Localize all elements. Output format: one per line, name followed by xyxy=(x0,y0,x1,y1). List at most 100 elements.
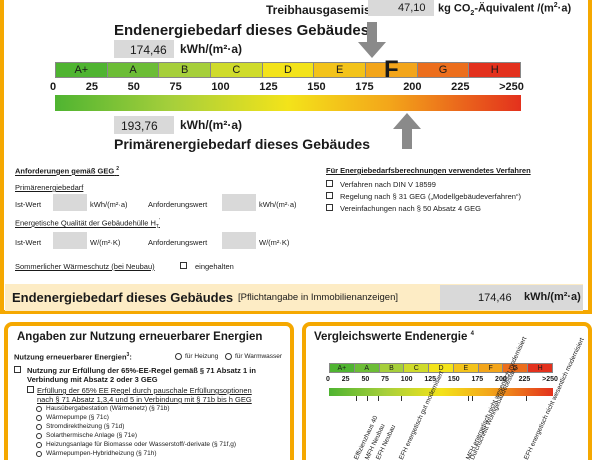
tick-label: >250 xyxy=(542,376,558,383)
renewables-title: Angaben zur Nutzung erneuerbarer Energie… xyxy=(17,331,263,343)
ghg-unit-sup: 2 xyxy=(553,2,558,9)
comparison-class-band: A+ A B C D E F G H xyxy=(329,363,553,373)
procedure-checkbox-din[interactable] xyxy=(326,180,333,187)
primary-energy-arrow-icon xyxy=(393,113,421,149)
efficiency-gradient-bar xyxy=(55,95,521,111)
primary-requirement-heading: Primärenergiebedarf xyxy=(15,183,84,192)
comparison-panel xyxy=(302,322,592,460)
comparison-tick-labels: 0 25 50 75 100 125 150 175 200 225 >250 xyxy=(326,376,558,383)
comparison-title-text: Vergleichswerte Endenergie xyxy=(314,331,468,343)
class-segment-h: H xyxy=(469,63,521,77)
envelope-req-unit: W/(m²·K) xyxy=(259,238,290,247)
ghg-unit-post: -Äquivalent /(m xyxy=(474,2,554,15)
class-segment-g: G xyxy=(417,63,470,77)
reference-tick xyxy=(366,396,368,401)
requirements-title-text: Anforderungen gemäß GEG xyxy=(15,166,115,176)
hot-water-radio-label: für Warmwasser xyxy=(235,353,283,360)
renewables-usage-label: Nutzung erneuerbarer Energien3: xyxy=(14,352,132,362)
renewable-option-radio[interactable] xyxy=(36,424,42,430)
envelope-heading: Energetische Qualität der Gebäudehülle H… xyxy=(15,218,160,230)
tick-label: 200 xyxy=(495,376,507,383)
energy-demand-panel xyxy=(0,0,592,314)
procedure-label-din: Verfahren nach DIN V 18599 xyxy=(340,180,436,189)
renewables-panel xyxy=(4,322,294,460)
class-segment-e: E xyxy=(453,364,479,372)
reference-tick xyxy=(355,396,357,401)
primary-req-value-box xyxy=(222,194,256,211)
fulfil-line2: nach § 71 Absatz 1,3,4 und 5 in Verbindu… xyxy=(37,395,252,404)
renewables-usage-sup: 3 xyxy=(126,352,130,358)
summer-protection-label: Sommerlicher Wärmeschutz (bei Neubau) xyxy=(15,262,155,271)
requirements-title: Anforderungen gemäß GEG 2 xyxy=(15,166,119,176)
reference-tick xyxy=(526,396,528,401)
primary-ist-label: Ist-Wert xyxy=(15,200,42,209)
heating-radio-label: für Heizung xyxy=(185,353,219,360)
primary-ist-value-box xyxy=(53,194,87,211)
renewables-usage-text: Nutzung erneuerbarer Energien xyxy=(14,352,127,362)
end-energy-value: 174,46 xyxy=(130,43,167,57)
summer-protection-checkbox[interactable] xyxy=(180,262,187,269)
tick-label: 225 xyxy=(518,376,531,383)
end-energy-title: Endenergiebedarf dieses Gebäudes xyxy=(114,22,370,39)
class-segment-a: A xyxy=(354,364,380,372)
comparison-gradient-bar xyxy=(329,388,553,396)
summary-title: Endenergiebedarf dieses Gebäudes xyxy=(12,290,234,305)
class-segment-c: C xyxy=(404,364,430,372)
rule-65-line2: Verbindung mit Absatz 2 oder 3 GEG xyxy=(27,375,158,384)
summary-unit: kWh/(m²·a) xyxy=(524,291,581,303)
envelope-heading-sup: ' xyxy=(158,218,160,224)
ghg-unit: kg CO2-Äquivalent /(m2·a) xyxy=(438,2,571,17)
renewable-option-label: Hausübergabestation (Wärmenetz) (§ 71b) xyxy=(46,405,170,412)
primary-ist-unit: kWh/(m²·a) xyxy=(90,200,128,209)
tick-label: 50 xyxy=(361,376,370,383)
primary-energy-value-box xyxy=(114,116,174,134)
fulfil-line1: Erfüllung der 65% EE Regel durch pauscha… xyxy=(37,386,252,395)
tick-label: 25 xyxy=(85,81,98,93)
envelope-req-label: Anforderungswert xyxy=(148,238,208,247)
tick-label: 150 xyxy=(307,81,326,93)
primary-energy-value: 193,76 xyxy=(121,119,158,133)
procedure-checkbox-50[interactable] xyxy=(326,204,333,211)
summary-value-box xyxy=(440,285,583,310)
envelope-heading-text: Energetische Qualität der Gebäudehülle H xyxy=(15,218,156,228)
ghg-value-box xyxy=(368,0,434,16)
primary-energy-title: Primärenergiebedarf dieses Gebäudes xyxy=(114,136,370,152)
rule-65-checkbox[interactable] xyxy=(14,366,21,373)
tick-label: >250 xyxy=(499,81,524,93)
procedure-checkbox-31[interactable] xyxy=(326,192,333,199)
fulfil-checkbox[interactable] xyxy=(27,386,34,393)
renewable-option-radio[interactable] xyxy=(36,415,42,421)
reference-tick xyxy=(378,396,380,401)
primary-req-label: Anforderungswert xyxy=(148,200,208,209)
renewable-option-label: Wärmepumpe (§ 71c) xyxy=(46,414,109,421)
tick-label: 75 xyxy=(169,81,182,93)
procedure-title: Für Energiebedarfsberechnungen verwendet… xyxy=(326,166,531,175)
heating-radio[interactable] xyxy=(175,353,182,360)
ghg-unit-sub: 2 xyxy=(470,9,475,17)
renewable-option-radio[interactable] xyxy=(36,406,42,412)
envelope-ist-label: Ist-Wert xyxy=(15,238,42,247)
tick-label: 100 xyxy=(211,81,230,93)
class-segment-a: A xyxy=(107,63,160,77)
class-segment-d: D xyxy=(429,364,454,372)
tick-label: 100 xyxy=(400,376,413,383)
tick-label: 0 xyxy=(326,376,330,383)
reference-tick xyxy=(400,396,402,401)
renewable-option-label: Stromdirektheizung (§ 71d) xyxy=(46,423,125,430)
reference-tick xyxy=(472,396,474,401)
comparison-title-sup: 4 xyxy=(470,331,474,338)
renewable-option-radio[interactable] xyxy=(36,433,42,439)
renewable-option-label: Wärmepumpen-Hybridheizung (§ 71h) xyxy=(46,450,157,457)
tick-label: 125 xyxy=(259,81,278,93)
tick-label: 125 xyxy=(424,376,437,383)
ghg-value: 47,10 xyxy=(398,2,426,14)
efficiency-tick-labels: 0 25 50 75 100 125 150 175 200 225 >250 xyxy=(50,81,524,93)
class-segment-aplus: A+ xyxy=(330,364,355,372)
comparison-title: Vergleichswerte Endenergie 4 xyxy=(314,331,474,343)
renewable-option-radio[interactable] xyxy=(36,442,42,448)
summary-value: 174,46 xyxy=(478,292,512,304)
renewable-option-radio[interactable] xyxy=(36,451,42,457)
hot-water-radio[interactable] xyxy=(225,353,232,360)
rule-65-line1: Nutzung zur Erfüllung der 65%-EE-Regel g… xyxy=(27,366,256,375)
tick-label: 200 xyxy=(403,81,422,93)
